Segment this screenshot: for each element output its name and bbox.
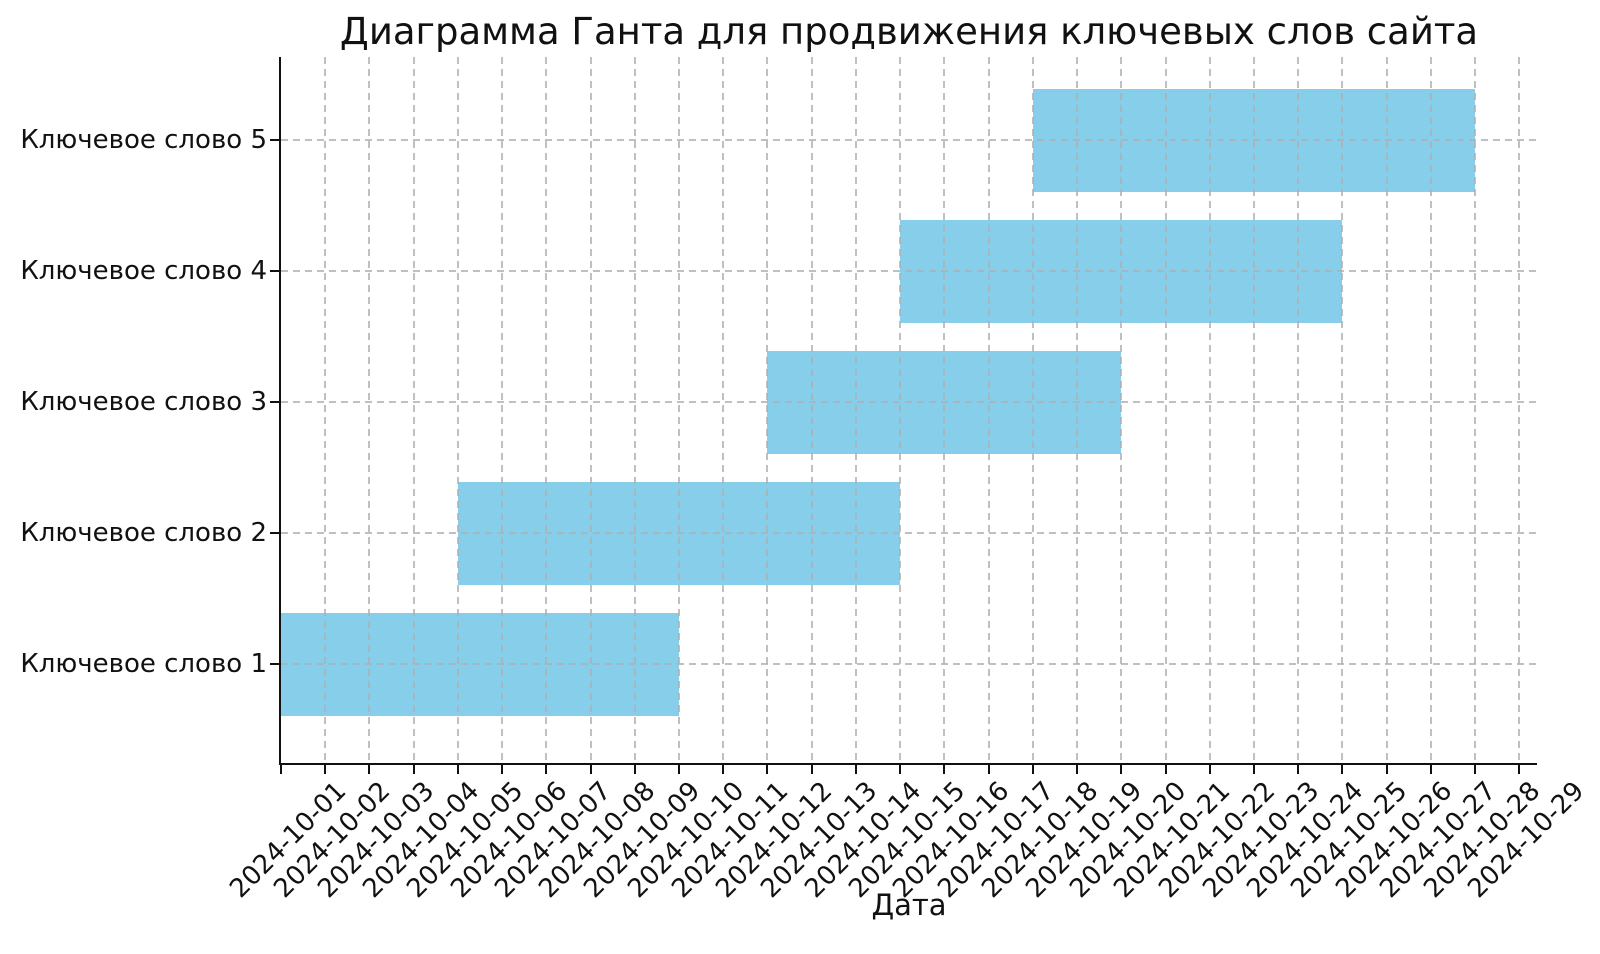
y-tick <box>270 663 279 666</box>
x-tick <box>368 765 371 774</box>
y-tick-label: Ключевое слово 1 <box>20 649 267 680</box>
x-gridline <box>1297 57 1300 763</box>
x-gridline <box>1164 57 1167 763</box>
x-gridline <box>412 57 415 763</box>
x-gridline <box>501 57 504 763</box>
x-axis-title: Дата <box>871 888 947 922</box>
x-gridline <box>854 57 857 763</box>
x-tick <box>987 765 990 774</box>
x-tick <box>1120 765 1123 774</box>
x-gridline <box>1120 57 1123 763</box>
x-gridline <box>987 57 990 763</box>
y-gridline <box>281 663 1537 666</box>
x-gridline <box>633 57 636 763</box>
y-tick-label: Ключевое слово 2 <box>20 518 267 549</box>
x-tick <box>1518 765 1521 774</box>
y-tick-label: Ключевое слово 3 <box>20 387 267 418</box>
x-tick <box>1297 765 1300 774</box>
x-tick <box>1031 765 1034 774</box>
x-tick <box>280 765 282 774</box>
x-gridline <box>456 57 459 763</box>
x-gridline <box>1031 57 1034 763</box>
x-tick <box>943 765 946 774</box>
x-tick <box>1429 765 1432 774</box>
x-gridline <box>1076 57 1079 763</box>
chart-title: Диаграмма Ганта для продвижения ключевых… <box>339 10 1479 53</box>
x-gridline <box>722 57 725 763</box>
x-gridline <box>899 57 902 763</box>
x-tick <box>412 765 415 774</box>
x-tick <box>766 765 769 774</box>
x-gridline <box>766 57 769 763</box>
x-gridline <box>1252 57 1255 763</box>
x-tick <box>1385 765 1388 774</box>
y-tick <box>270 270 279 273</box>
x-gridline <box>368 57 371 763</box>
x-tick <box>899 765 902 774</box>
x-tick <box>854 765 857 774</box>
x-gridline <box>1429 57 1432 763</box>
x-tick <box>722 765 725 774</box>
x-gridline <box>1208 57 1211 763</box>
x-gridline <box>678 57 681 763</box>
x-tick <box>1164 765 1167 774</box>
x-gridline <box>1341 57 1344 763</box>
x-gridline <box>1385 57 1388 763</box>
x-tick <box>1474 765 1477 774</box>
x-gridline <box>589 57 592 763</box>
x-tick <box>1252 765 1255 774</box>
y-gridline <box>281 139 1537 142</box>
x-tick <box>324 765 327 774</box>
y-gridline <box>281 401 1537 404</box>
x-tick <box>545 765 548 774</box>
x-gridline <box>324 57 327 763</box>
x-tick <box>678 765 681 774</box>
y-tick <box>270 139 279 142</box>
y-gridline <box>281 270 1537 273</box>
x-gridline <box>545 57 548 763</box>
x-tick <box>810 765 813 774</box>
y-gridline <box>281 532 1537 535</box>
plot-area: 2024-10-01 2024-10-02 2024-10-03 2024-10-04… <box>20 57 1591 904</box>
y-tick-label: Ключевое слово 5 <box>20 125 267 156</box>
x-gridline <box>1518 57 1521 763</box>
x-gridline <box>810 57 813 763</box>
x-tick <box>589 765 592 774</box>
x-tick <box>456 765 459 774</box>
x-tick <box>1208 765 1211 774</box>
y-tick <box>270 401 279 404</box>
x-tick <box>1341 765 1344 774</box>
x-tick <box>501 765 504 774</box>
x-tick <box>1076 765 1079 774</box>
x-tick-label-row: 2024-10-01 2024-10-02 2024-10-03 2024-10-04… <box>224 763 1590 904</box>
x-gridline <box>1474 57 1477 763</box>
y-tick-label: Ключевое слово 4 <box>20 256 267 287</box>
x-gridline <box>943 57 946 763</box>
y-tick <box>270 532 279 535</box>
x-tick <box>633 765 636 774</box>
